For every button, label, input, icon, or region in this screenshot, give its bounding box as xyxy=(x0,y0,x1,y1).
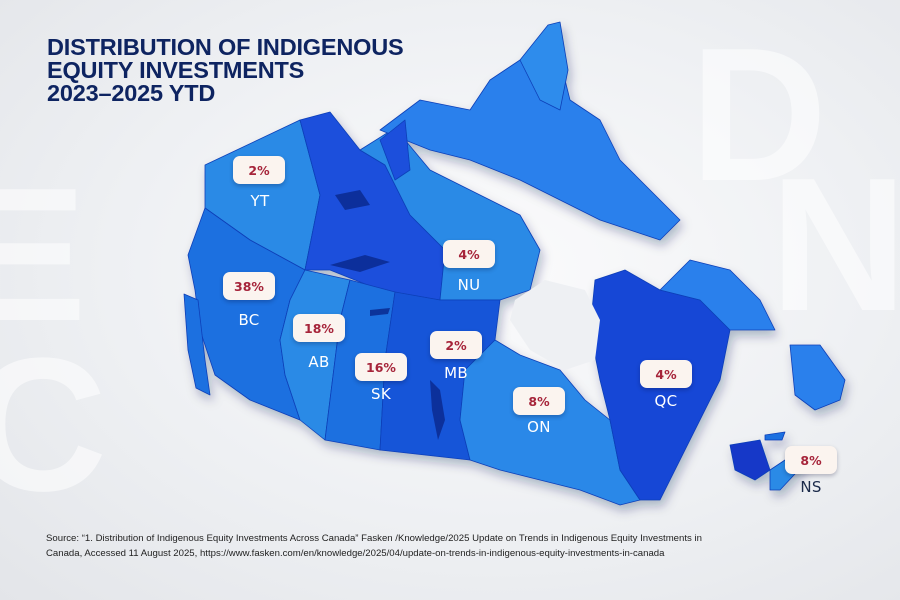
region-ellesmere-dark xyxy=(379,119,411,181)
region-vancouver-island xyxy=(183,293,211,396)
value-badge-yt: 2% xyxy=(233,156,285,184)
background-decoration: C xyxy=(0,319,108,531)
region-pei xyxy=(764,431,786,441)
province-label-bc: BC xyxy=(238,311,260,329)
value-badge-bc: 38% xyxy=(223,272,275,300)
hudson-bay xyxy=(510,280,600,370)
background-decoration: N xyxy=(770,139,900,351)
province-label-ab: AB xyxy=(308,353,330,371)
province-label-qc: QC xyxy=(654,392,678,410)
province-label-sk: SK xyxy=(371,385,391,403)
lake-winnipeg xyxy=(430,380,445,440)
lake-athabasca xyxy=(370,308,390,316)
title-line: 2023–2025 YTD xyxy=(47,80,216,106)
background-decoration: D xyxy=(690,9,828,221)
region-newfoundland xyxy=(789,344,846,411)
value-badge-ab: 18% xyxy=(293,314,345,342)
background-decoration: E xyxy=(0,149,87,361)
title-line: DISTRIBUTION OF INDIGENOUS xyxy=(47,34,404,60)
great-bear-lake xyxy=(335,190,370,210)
value-badge-ns: 8% xyxy=(785,446,837,474)
province-label-mb: MB xyxy=(444,364,468,382)
province-label-on: ON xyxy=(527,418,551,436)
source-line: Source: “1. Distribution of Indigenous E… xyxy=(46,533,702,544)
province-label-yt: YT xyxy=(250,192,270,210)
region-labrador xyxy=(659,259,776,331)
region-nb xyxy=(729,439,771,481)
value-badge-sk: 16% xyxy=(355,353,407,381)
value-badge-mb: 2% xyxy=(430,331,482,359)
province-label-ns: NS xyxy=(800,478,822,496)
page-title: DISTRIBUTION OF INDIGENOUS EQUITY INVEST… xyxy=(47,34,404,106)
province-label-nu: NU xyxy=(457,276,481,294)
source-line: Canada, Accessed 11 August 2025, https:/… xyxy=(46,548,665,559)
value-badge-qc: 4% xyxy=(640,360,692,388)
region-arctic-islands xyxy=(379,39,681,241)
region-baffin xyxy=(519,21,569,111)
title-line: EQUITY INVESTMENTS xyxy=(47,57,305,83)
source-citation: Source: “1. Distribution of Indigenous E… xyxy=(46,531,866,561)
value-badge-nu: 4% xyxy=(443,240,495,268)
great-slave-lake xyxy=(330,255,390,272)
value-badge-on: 8% xyxy=(513,387,565,415)
